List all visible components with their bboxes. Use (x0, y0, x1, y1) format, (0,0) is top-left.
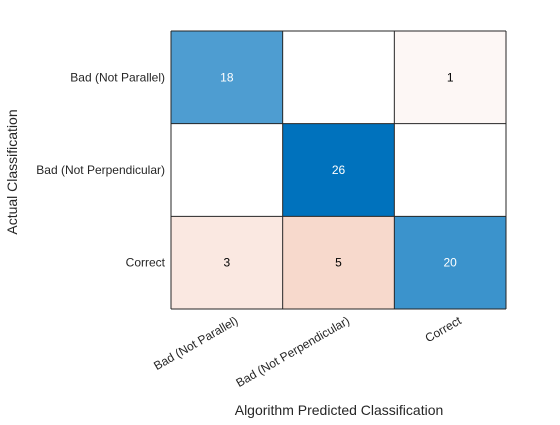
cell-r0-c2 (394, 31, 506, 124)
cell-value-r2-c1: 5 (335, 256, 342, 270)
y-axis-title: Actual Classification (4, 109, 20, 234)
cell-values-layer: 18 1 26 3 5 20 (220, 70, 457, 269)
cell-value-r1-c1: 26 (332, 163, 346, 177)
cell-r2-c1 (282, 216, 395, 309)
y-tick-label-1: Bad (Not Perpendicular) (36, 163, 165, 177)
cell-value-r2-c0: 3 (223, 256, 230, 270)
y-tick-label-2: Correct (126, 256, 166, 270)
cells-layer (171, 31, 506, 309)
cell-value-r2-c2: 20 (443, 256, 457, 270)
y-tick-labels: Bad (Not Parallel) Bad (Not Perpendicular… (36, 70, 165, 269)
y-tick-label-0: Bad (Not Parallel) (70, 70, 165, 84)
x-tick-label-2: Correct (423, 313, 465, 345)
cell-r2-c0 (171, 216, 283, 309)
cell-r0-c1 (282, 31, 395, 124)
x-tick-label-1: Bad (Not Perpendicular) (234, 313, 352, 389)
cell-r0-c0 (171, 31, 283, 124)
cell-r1-c0 (171, 123, 283, 217)
x-tick-label-0: Bad (Not Parallel) (151, 313, 240, 372)
cell-value-r0-c2: 1 (447, 70, 454, 84)
x-axis-title: Algorithm Predicted Classification (235, 402, 444, 418)
cell-r2-c2 (394, 216, 506, 309)
cell-value-r0-c0: 18 (220, 70, 234, 84)
x-tick-labels: Bad (Not Parallel)Bad (Not Perpendicular… (151, 313, 464, 390)
cell-r1-c2 (394, 123, 506, 217)
grid-layer (170, 30, 507, 310)
cell-r1-c1 (282, 123, 395, 217)
